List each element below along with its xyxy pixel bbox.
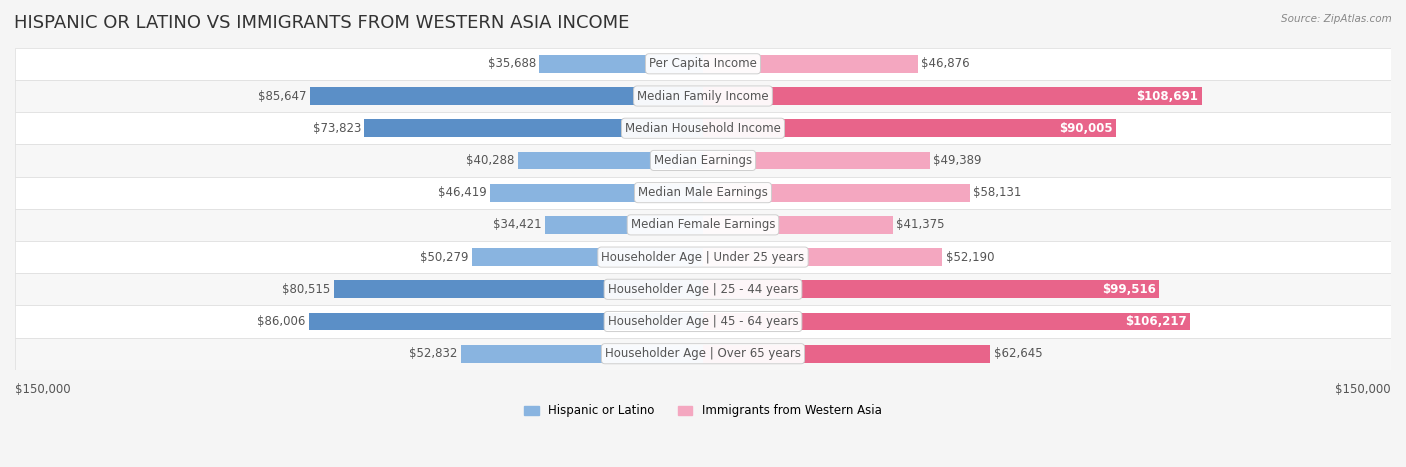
Bar bbox=[703, 248, 942, 266]
Bar bbox=[519, 152, 703, 170]
Text: $46,876: $46,876 bbox=[921, 57, 970, 71]
Bar bbox=[703, 55, 918, 73]
FancyBboxPatch shape bbox=[15, 144, 1391, 177]
Bar bbox=[472, 248, 703, 266]
Text: Median Male Earnings: Median Male Earnings bbox=[638, 186, 768, 199]
Text: $34,421: $34,421 bbox=[494, 219, 541, 231]
Bar bbox=[703, 120, 1116, 137]
Text: $150,000: $150,000 bbox=[15, 383, 70, 396]
FancyBboxPatch shape bbox=[15, 241, 1391, 273]
Text: $99,516: $99,516 bbox=[1102, 283, 1156, 296]
Bar bbox=[546, 216, 703, 234]
Bar bbox=[308, 312, 703, 330]
Text: $58,131: $58,131 bbox=[973, 186, 1021, 199]
Text: $150,000: $150,000 bbox=[1336, 383, 1391, 396]
Text: $73,823: $73,823 bbox=[312, 122, 361, 134]
Text: $85,647: $85,647 bbox=[259, 90, 307, 103]
Bar bbox=[364, 120, 703, 137]
FancyBboxPatch shape bbox=[15, 305, 1391, 338]
Text: Householder Age | Under 25 years: Householder Age | Under 25 years bbox=[602, 251, 804, 263]
FancyBboxPatch shape bbox=[15, 273, 1391, 305]
Text: Householder Age | 25 - 44 years: Householder Age | 25 - 44 years bbox=[607, 283, 799, 296]
Text: Median Household Income: Median Household Income bbox=[626, 122, 780, 134]
Text: Median Family Income: Median Family Income bbox=[637, 90, 769, 103]
Text: $108,691: $108,691 bbox=[1136, 90, 1198, 103]
Text: Householder Age | Over 65 years: Householder Age | Over 65 years bbox=[605, 347, 801, 360]
Text: $106,217: $106,217 bbox=[1125, 315, 1187, 328]
Bar bbox=[703, 152, 929, 170]
Text: $52,832: $52,832 bbox=[409, 347, 457, 360]
Text: $35,688: $35,688 bbox=[488, 57, 536, 71]
Text: Householder Age | 45 - 64 years: Householder Age | 45 - 64 years bbox=[607, 315, 799, 328]
FancyBboxPatch shape bbox=[15, 338, 1391, 370]
Text: $62,645: $62,645 bbox=[994, 347, 1042, 360]
Text: $49,389: $49,389 bbox=[934, 154, 981, 167]
Bar bbox=[461, 345, 703, 362]
Bar bbox=[703, 87, 1202, 105]
Bar bbox=[703, 345, 990, 362]
FancyBboxPatch shape bbox=[15, 112, 1391, 144]
FancyBboxPatch shape bbox=[15, 177, 1391, 209]
Bar bbox=[491, 184, 703, 201]
Bar bbox=[703, 281, 1160, 298]
Legend: Hispanic or Latino, Immigrants from Western Asia: Hispanic or Latino, Immigrants from West… bbox=[520, 399, 886, 422]
Bar bbox=[703, 312, 1191, 330]
Text: $80,515: $80,515 bbox=[283, 283, 330, 296]
Text: $46,419: $46,419 bbox=[437, 186, 486, 199]
Text: Median Earnings: Median Earnings bbox=[654, 154, 752, 167]
Text: $86,006: $86,006 bbox=[257, 315, 305, 328]
FancyBboxPatch shape bbox=[15, 48, 1391, 80]
Bar bbox=[333, 281, 703, 298]
Bar bbox=[703, 184, 970, 201]
Text: $52,190: $52,190 bbox=[946, 251, 994, 263]
Text: HISPANIC OR LATINO VS IMMIGRANTS FROM WESTERN ASIA INCOME: HISPANIC OR LATINO VS IMMIGRANTS FROM WE… bbox=[14, 14, 630, 32]
Bar bbox=[311, 87, 703, 105]
Text: Source: ZipAtlas.com: Source: ZipAtlas.com bbox=[1281, 14, 1392, 24]
Bar bbox=[540, 55, 703, 73]
Bar bbox=[703, 216, 893, 234]
Text: Median Female Earnings: Median Female Earnings bbox=[631, 219, 775, 231]
FancyBboxPatch shape bbox=[15, 80, 1391, 112]
Text: $40,288: $40,288 bbox=[467, 154, 515, 167]
Text: $50,279: $50,279 bbox=[420, 251, 470, 263]
FancyBboxPatch shape bbox=[15, 209, 1391, 241]
Text: $90,005: $90,005 bbox=[1059, 122, 1112, 134]
Text: $41,375: $41,375 bbox=[896, 219, 945, 231]
Text: Per Capita Income: Per Capita Income bbox=[650, 57, 756, 71]
